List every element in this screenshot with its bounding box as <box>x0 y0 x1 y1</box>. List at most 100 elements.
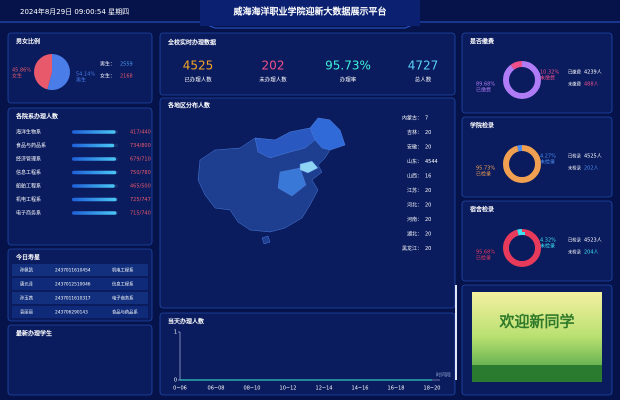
stat-label: 总人数 <box>415 76 432 84</box>
panel <box>159 32 456 96</box>
pie-slice <box>33 54 52 90</box>
pie-name: 男生 <box>76 77 86 84</box>
count-value: 4525人 <box>584 154 602 160</box>
table-cell: 孙玉茜 <box>20 295 34 302</box>
progress-bar <box>72 130 116 134</box>
x-tick-label: 18~20 <box>424 386 441 392</box>
progress-label: 417/440 <box>130 130 151 136</box>
panel-title: 各地区分布人数 <box>167 102 211 110</box>
progress-label: 715/740 <box>130 211 151 217</box>
progress-label: 725/747 <box>130 197 151 203</box>
progress-bar <box>72 211 117 215</box>
y-tick-label: 1 <box>174 330 177 336</box>
progress-bar <box>72 143 115 148</box>
count-value: 204人 <box>584 250 599 256</box>
region-name: 黑龙江： <box>402 245 422 252</box>
page-title: 威海海洋职业学院迎新大数据展示平台 <box>233 6 386 18</box>
count-name: 未缴费 <box>568 81 582 88</box>
donut-segment <box>503 145 541 183</box>
scrollbar[interactable] <box>455 285 457 380</box>
region-value: 20 <box>425 232 431 238</box>
banner-title: 欢迎新同学 <box>498 313 574 331</box>
table-cell: 电子商务系 <box>112 295 134 302</box>
donut-name: 未缴费 <box>540 75 555 82</box>
stat-label: 办理率 <box>340 76 357 84</box>
department-name: 机电工程系 <box>16 196 41 203</box>
progress-bar <box>72 184 115 188</box>
count-name: 未检录 <box>568 165 582 172</box>
region-value: 4544 <box>425 159 438 165</box>
table-cell: 孙佩凯 <box>20 267 34 274</box>
donut-name: 未检录 <box>540 243 555 250</box>
panel <box>159 312 456 396</box>
x-tick-label: 10~12 <box>280 386 297 392</box>
donut-label: 10.32% <box>540 70 559 76</box>
stat-label: 未办理人数 <box>259 76 287 84</box>
region-value: 16 <box>425 174 431 180</box>
count-value: 488人 <box>584 82 599 88</box>
table-cell: 信息工程系 <box>112 281 134 288</box>
region-name: 江苏： <box>407 187 422 194</box>
panel-title: 宿舍检录 <box>470 206 494 214</box>
donut-name: 已缴费 <box>476 87 491 94</box>
legend-count: 2168 <box>120 74 133 80</box>
panel-title: 今日寿星 <box>15 254 40 262</box>
donut-name: 未检录 <box>540 159 555 166</box>
count-name: 已检录 <box>568 153 582 160</box>
stat-value: 4525 <box>183 59 214 73</box>
panel-title: 学院检录 <box>470 122 494 130</box>
progress-bar <box>72 170 117 175</box>
progress-label: 734/800 <box>130 143 151 149</box>
table-cell: 袁丽丽 <box>20 309 34 316</box>
panel <box>7 324 153 396</box>
map <box>197 117 346 245</box>
department-name: 海洋生物系 <box>16 129 41 136</box>
stat-value: 4727 <box>408 59 439 73</box>
table-cell: 2437011610317 <box>55 296 91 302</box>
progress-bar <box>72 157 116 161</box>
table-cell: 唐元泽 <box>20 281 34 288</box>
count-name: 已检录 <box>568 237 582 244</box>
datetime: 2024年8月29日 09:00:54 星期四 <box>20 7 129 16</box>
banner-grass <box>472 365 602 382</box>
panel-title: 最新办理学生 <box>16 330 52 338</box>
donut-name: 已检录 <box>476 255 491 262</box>
table-cell: 机电工程系 <box>112 267 134 274</box>
department-name: 经济管理系 <box>16 156 41 163</box>
map-region <box>309 117 346 151</box>
table-row <box>12 278 148 290</box>
pie-label: 45.86% <box>12 68 31 74</box>
x-tick-label: 14~16 <box>352 386 369 392</box>
region-value: 20 <box>425 130 431 136</box>
pie-slice <box>47 54 70 91</box>
panel-title: 全校实时办理数据 <box>167 39 216 47</box>
stat-value: 95.73% <box>325 59 371 73</box>
table-cell: 食品与药品系 <box>112 309 138 316</box>
count-name: 已缴费 <box>568 69 582 76</box>
department-name: 电子商务系 <box>16 210 41 217</box>
region-name: 河南： <box>407 216 422 223</box>
panel <box>7 107 153 246</box>
table-row <box>12 306 148 318</box>
donut-segment <box>503 61 541 99</box>
x-tick-label: 08~10 <box>244 386 261 392</box>
region-name: 山西： <box>407 173 422 180</box>
table-cell: 2437012510046 <box>55 282 91 288</box>
donut-label: 89.68% <box>476 82 495 88</box>
region-name: 湖北： <box>407 231 422 238</box>
x-axis-label: 时间段 <box>436 372 451 379</box>
donut-label: 4.32% <box>540 238 556 244</box>
table-cell: 2437011610454 <box>55 268 91 274</box>
count-value: 4523人 <box>584 238 602 244</box>
region-value: 20 <box>425 203 431 209</box>
x-tick-label: 06~08 <box>208 386 225 392</box>
y-tick-label: 0 <box>174 378 177 384</box>
pie-name: 女生 <box>12 73 22 80</box>
panel-title: 当天办理人数 <box>168 318 205 326</box>
region-value: 7 <box>425 116 428 122</box>
legend-label: 女生： <box>100 73 115 80</box>
panel-title: 是否缴费 <box>469 38 494 46</box>
legend-count: 2559 <box>120 62 133 68</box>
header-line <box>0 21 620 29</box>
header-title-bg <box>200 0 420 26</box>
